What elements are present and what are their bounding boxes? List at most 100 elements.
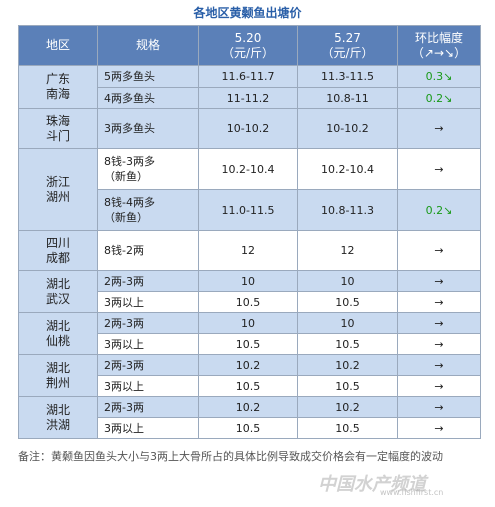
spec-cell: 3两多鱼头 [97, 108, 199, 149]
change-cell: → [397, 417, 481, 439]
table-row: 3两以上 10.5 10.5 → [19, 333, 481, 355]
price-cell: 10.5 [198, 375, 298, 397]
cell-line: 5.27 [334, 30, 361, 45]
spec-cell: 3两以上 [97, 333, 199, 355]
region-cell: 浙江 湖州 [18, 148, 98, 231]
table-row: 广东 南海 5两多鱼头 11.6-11.7 11.3-11.5 0.3↘ [18, 65, 481, 109]
table-row: 8钱-4两多 （新鱼） 11.0-11.5 10.8-11.3 0.2↘ [19, 189, 481, 231]
cell-line: 2两-3两 [104, 358, 144, 372]
spec-cell: 2两-3两 [97, 270, 199, 292]
change-cell: → [397, 312, 481, 334]
cell-line: 湖北 [45, 318, 70, 333]
spec-cell: 2两-3两 [97, 396, 199, 418]
price-cell: 10.5 [198, 333, 298, 355]
change-cell: → [397, 270, 481, 292]
table-row: 四川 成都 8钱-2两 12 12 → [18, 230, 481, 271]
header-cell: 5.27 （元/斤） [297, 25, 398, 66]
cell-line: 浙江 [45, 174, 70, 189]
title: 各地区黄颡鱼出塘价 [193, 6, 302, 20]
cell-line: 3两以上 [104, 295, 144, 309]
price-cell: 11.3-11.5 [297, 65, 398, 88]
change-cell: → [397, 396, 481, 418]
cell-line: 斗门 [45, 128, 70, 143]
table-row: 4两多鱼头 11-11.2 10.8-11 0.2↘ [19, 87, 481, 109]
spec-cell: 4两多鱼头 [97, 87, 199, 109]
table-row: 湖北 仙桃 2两-3两 10 10 → [18, 312, 481, 355]
header-cell: 地区 [18, 25, 98, 66]
cell-line: 3两多鱼头 [104, 122, 155, 135]
cell-line: 洪湖 [45, 417, 70, 432]
header-row: 地区 规格 5.20 （元/斤） 5.27 （元/斤） 环比幅度 （↗→↘） [18, 25, 481, 66]
spec-cell: 5两多鱼头 [97, 65, 199, 88]
price-cell: 11.0-11.5 [198, 189, 298, 231]
table-row: 3两以上 10.5 10.5 → [19, 417, 481, 439]
price-cell: 10.8-11.3 [297, 189, 398, 231]
price-cell: 10.5 [297, 333, 398, 355]
region-cell: 湖北 荆州 [18, 354, 98, 397]
change-cell: → [397, 108, 481, 149]
region-cell: 四川 成都 [18, 230, 98, 271]
cell-line: 2两-3两 [104, 274, 144, 288]
cell-line: 2两-3两 [104, 316, 144, 330]
cell-line: 3两以上 [104, 379, 144, 393]
change-cell: → [397, 148, 481, 190]
change-cell: → [397, 230, 481, 271]
watermark-url: www.fishfirst.cn [380, 488, 444, 497]
table-row: 浙江 湖州 8钱-3两多 （新鱼） 10.2-10.4 10.2-10.4 → [18, 148, 481, 231]
price-cell: 10 [198, 312, 298, 334]
cell-line: 5两多鱼头 [104, 70, 155, 83]
change-cell: → [397, 291, 481, 313]
price-cell: 10.2 [297, 396, 398, 418]
price-cell: 10.8-11 [297, 87, 398, 109]
cell-line: 湖北 [45, 360, 70, 375]
change-cell: → [397, 333, 481, 355]
price-cell: 11.6-11.7 [198, 65, 298, 88]
region-cell: 湖北 武汉 [18, 270, 98, 313]
price-cell: 10.5 [297, 375, 398, 397]
change-cell: 0.2↘ [397, 87, 481, 109]
cell-line: 湖北 [45, 276, 70, 291]
cell-line: （↗→↘） [411, 45, 467, 60]
cell-line: 2两-3两 [104, 400, 144, 414]
spec-cell: 3两以上 [97, 417, 199, 439]
cell-line: 8钱-4两多 [104, 196, 155, 209]
price-cell: 10.5 [297, 417, 398, 439]
change-cell: → [397, 354, 481, 376]
cell-line: 湖北 [45, 402, 70, 417]
cell-line: 8钱-3两多 [104, 155, 155, 168]
table-row: 3两以上 10.5 10.5 → [19, 291, 481, 313]
price-cell: 11-11.2 [198, 87, 298, 109]
price-cell: 10 [297, 312, 398, 334]
price-cell: 12 [297, 230, 398, 271]
cell-line: 地区 [45, 38, 70, 52]
watermark: 中国水产频道 [318, 474, 426, 495]
change-cell: 0.3↘ [397, 65, 481, 88]
cell-line: 仙桃 [45, 333, 70, 348]
price-cell: 10.2-10.4 [198, 148, 298, 190]
cell-line: 环比幅度 [414, 30, 463, 45]
spec-cell: 2两-3两 [97, 354, 199, 376]
price-cell: 12 [198, 230, 298, 271]
cell-line: （元/斤） [221, 45, 275, 60]
price-cell: 10-10.2 [198, 108, 298, 149]
spec-cell: 3两以上 [97, 375, 199, 397]
cell-line: 武汉 [45, 291, 70, 306]
cell-line: 珠海 [45, 113, 70, 128]
cell-line: 5.20 [234, 30, 262, 45]
price-cell: 10 [198, 270, 298, 292]
table-row: 珠海 斗门 3两多鱼头 10-10.2 10-10.2 → [18, 108, 481, 149]
price-cell: 10 [297, 270, 398, 292]
price-cell: 10.5 [198, 291, 298, 313]
spec-cell: 2两-3两 [97, 312, 199, 334]
header-cell: 环比幅度 （↗→↘） [397, 25, 481, 66]
cell-line: 荆州 [45, 375, 70, 390]
change-cell: → [397, 375, 481, 397]
table-row: 湖北 洪湖 2两-3两 10.2 10.2 → [18, 396, 481, 439]
cell-line: 3两以上 [104, 421, 144, 435]
price-cell: 10.2-10.4 [297, 148, 398, 190]
note: 备注：黄颡鱼因鱼头大小与3两上大骨所占的具体比例导致成交价格会有一定幅度的波动 [18, 450, 443, 463]
spec-cell: 8钱-4两多 （新鱼） [97, 189, 199, 231]
spec-cell: 8钱-3两多 （新鱼） [97, 148, 199, 190]
cell-line: （新鱼） [104, 211, 148, 224]
